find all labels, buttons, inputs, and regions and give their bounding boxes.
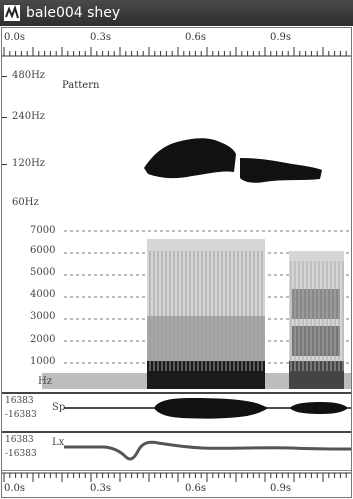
pitch-y-label-240: 240Hz — [12, 111, 46, 122]
pitch-y-label-60: 60Hz — [12, 197, 39, 208]
pitch-y-label-120: 120Hz — [12, 158, 46, 169]
speech-waveform — [64, 398, 351, 419]
pitch-contour-segment-2 — [240, 158, 322, 183]
spec-y-label-2000: 2000 — [30, 334, 56, 345]
spec-y-label-3000: 3000 — [30, 311, 56, 322]
speech-channel-label: Sp — [52, 402, 66, 413]
ruler-top-label-0: 0.0s — [4, 32, 26, 43]
speech-burst — [154, 398, 268, 419]
display-frame: 0.0s 0.3s 0.6s 0.9s 480Hz 240Hz 120Hz 60… — [1, 27, 352, 498]
larynx-waveform — [64, 440, 351, 461]
time-ruler-top[interactable]: 0.0s 0.3s 0.6s 0.9s — [2, 28, 351, 58]
spec-y-label-5000: 5000 — [30, 267, 56, 278]
waveform-app-icon — [4, 5, 20, 21]
ruler-top-label-3: 0.9s — [270, 32, 292, 43]
time-ruler-bottom[interactable]: 0.0s 0.3s 0.6s 0.9s — [2, 471, 351, 497]
ruler-bottom-label-1: 0.3s — [90, 483, 112, 494]
ruler-top-ticks — [2, 47, 351, 57]
ruler-bottom-label-0: 0.0s — [4, 483, 26, 494]
ruler-bottom-label-2: 0.6s — [185, 483, 207, 494]
spec-y-label-7000: 7000 — [30, 225, 56, 236]
ruler-top-label-2: 0.6s — [185, 32, 207, 43]
spec-y-label-6000: 6000 — [30, 245, 56, 256]
spectrogram-formant-band — [292, 326, 340, 356]
spec-y-label-1000: 1000 — [30, 356, 56, 367]
larynx-min-label: -16383 — [5, 449, 37, 459]
pitch-tick — [2, 117, 7, 118]
spectrogram-formant-band — [289, 361, 344, 389]
spec-unit-label: Hz — [38, 376, 52, 387]
larynx-channel-label: Lx — [52, 437, 65, 448]
pitch-tick — [2, 76, 7, 77]
larynx-panel[interactable]: 16383 -16383 Lx — [2, 433, 351, 469]
speech-burst — [290, 402, 348, 414]
ruler-top-label-1: 0.3s — [90, 32, 112, 43]
spec-y-label-4000: 4000 — [30, 289, 56, 300]
pitch-contour — [144, 138, 322, 183]
panel-divider — [2, 392, 351, 394]
pitch-panel[interactable]: 480Hz 240Hz 120Hz 60Hz Pattern — [2, 66, 351, 221]
speech-min-label: -16383 — [5, 410, 37, 420]
window-titlebar[interactable]: bale004 shey — [0, 0, 353, 26]
pitch-contour-segment-1 — [144, 138, 236, 179]
panel-divider — [2, 470, 351, 471]
spectrogram-formant-band — [292, 289, 340, 319]
pitch-tick — [2, 164, 7, 165]
pitch-y-label-480: 480Hz — [12, 70, 46, 81]
speech-max-label: 16383 — [5, 396, 34, 406]
spectrogram-panel[interactable]: 7000 6000 5000 4000 3000 2000 1000 Hz — [2, 221, 351, 391]
window-title: bale004 shey — [26, 5, 121, 21]
ruler-bottom-ticks — [2, 472, 351, 482]
larynx-max-label: 16383 — [5, 435, 34, 445]
pattern-label: Pattern — [62, 80, 100, 91]
speech-panel[interactable]: 16383 -16383 Sp — [2, 394, 351, 430]
panel-divider — [2, 431, 351, 433]
spectrogram-image — [42, 230, 351, 389]
ruler-bottom-label-3: 0.9s — [270, 483, 292, 494]
larynx-trace — [64, 440, 351, 461]
